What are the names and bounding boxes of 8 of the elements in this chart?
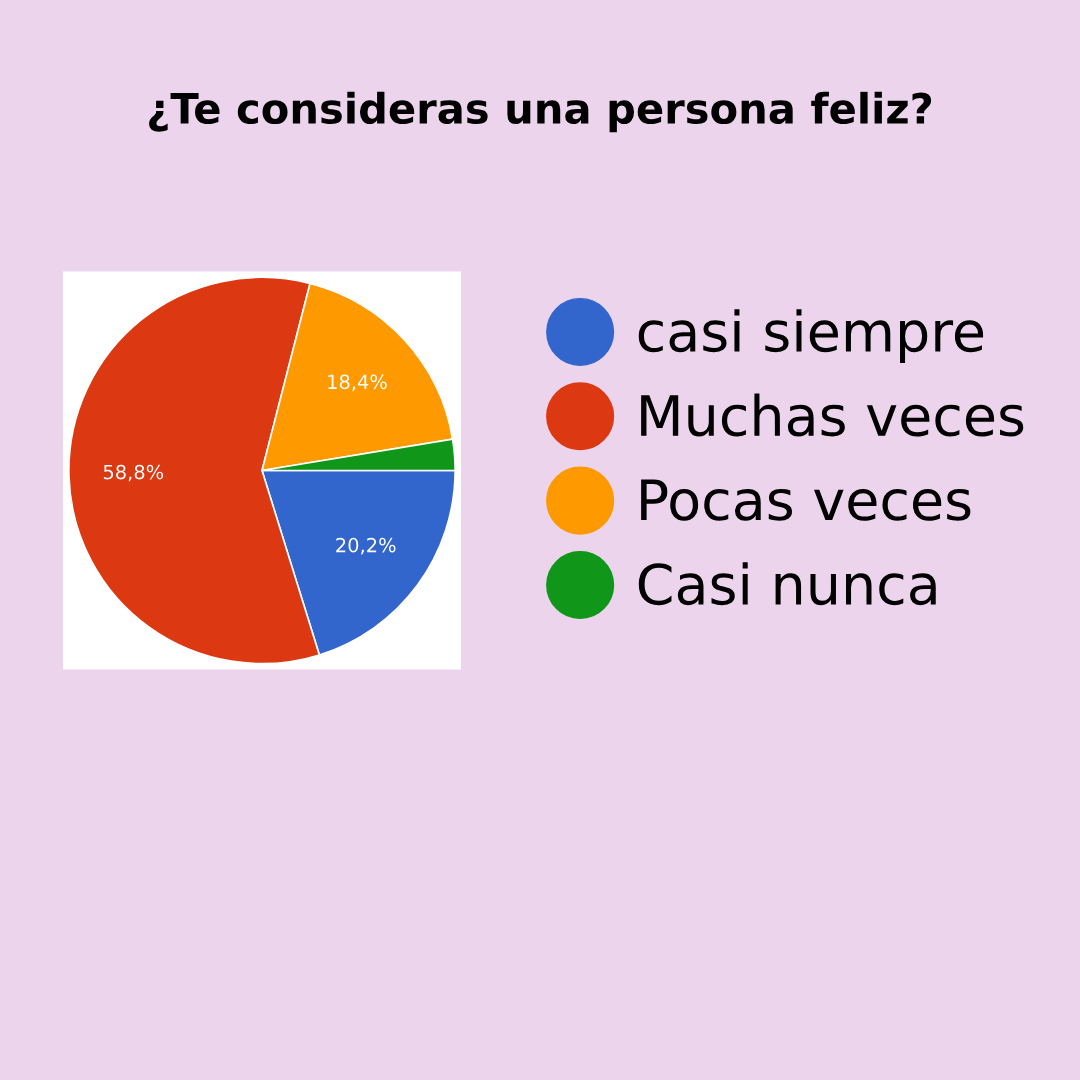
legend-label: Muchas veces bbox=[641, 393, 1024, 437]
data-label: 18,4% bbox=[328, 374, 387, 392]
legend-label: Casi nunca bbox=[638, 562, 936, 606]
data-label: 20,2% bbox=[336, 537, 396, 555]
chart-title: ¿Te consideras una persona feliz? bbox=[149, 91, 932, 133]
data-label: 58,8% bbox=[103, 464, 164, 482]
legend-label: Pocas veces bbox=[641, 479, 971, 521]
legend-label: casi siempre bbox=[638, 309, 984, 363]
